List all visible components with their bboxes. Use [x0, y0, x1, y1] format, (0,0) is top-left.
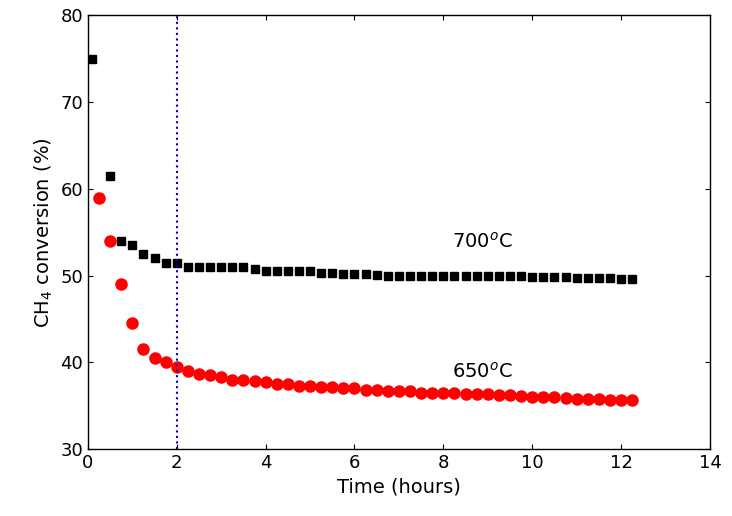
X-axis label: Time (hours): Time (hours) — [337, 477, 461, 496]
Y-axis label: CH$_4$ conversion (%): CH$_4$ conversion (%) — [32, 137, 55, 328]
Text: 700$^o$C: 700$^o$C — [452, 232, 513, 252]
Text: 650$^o$C: 650$^o$C — [452, 362, 513, 382]
